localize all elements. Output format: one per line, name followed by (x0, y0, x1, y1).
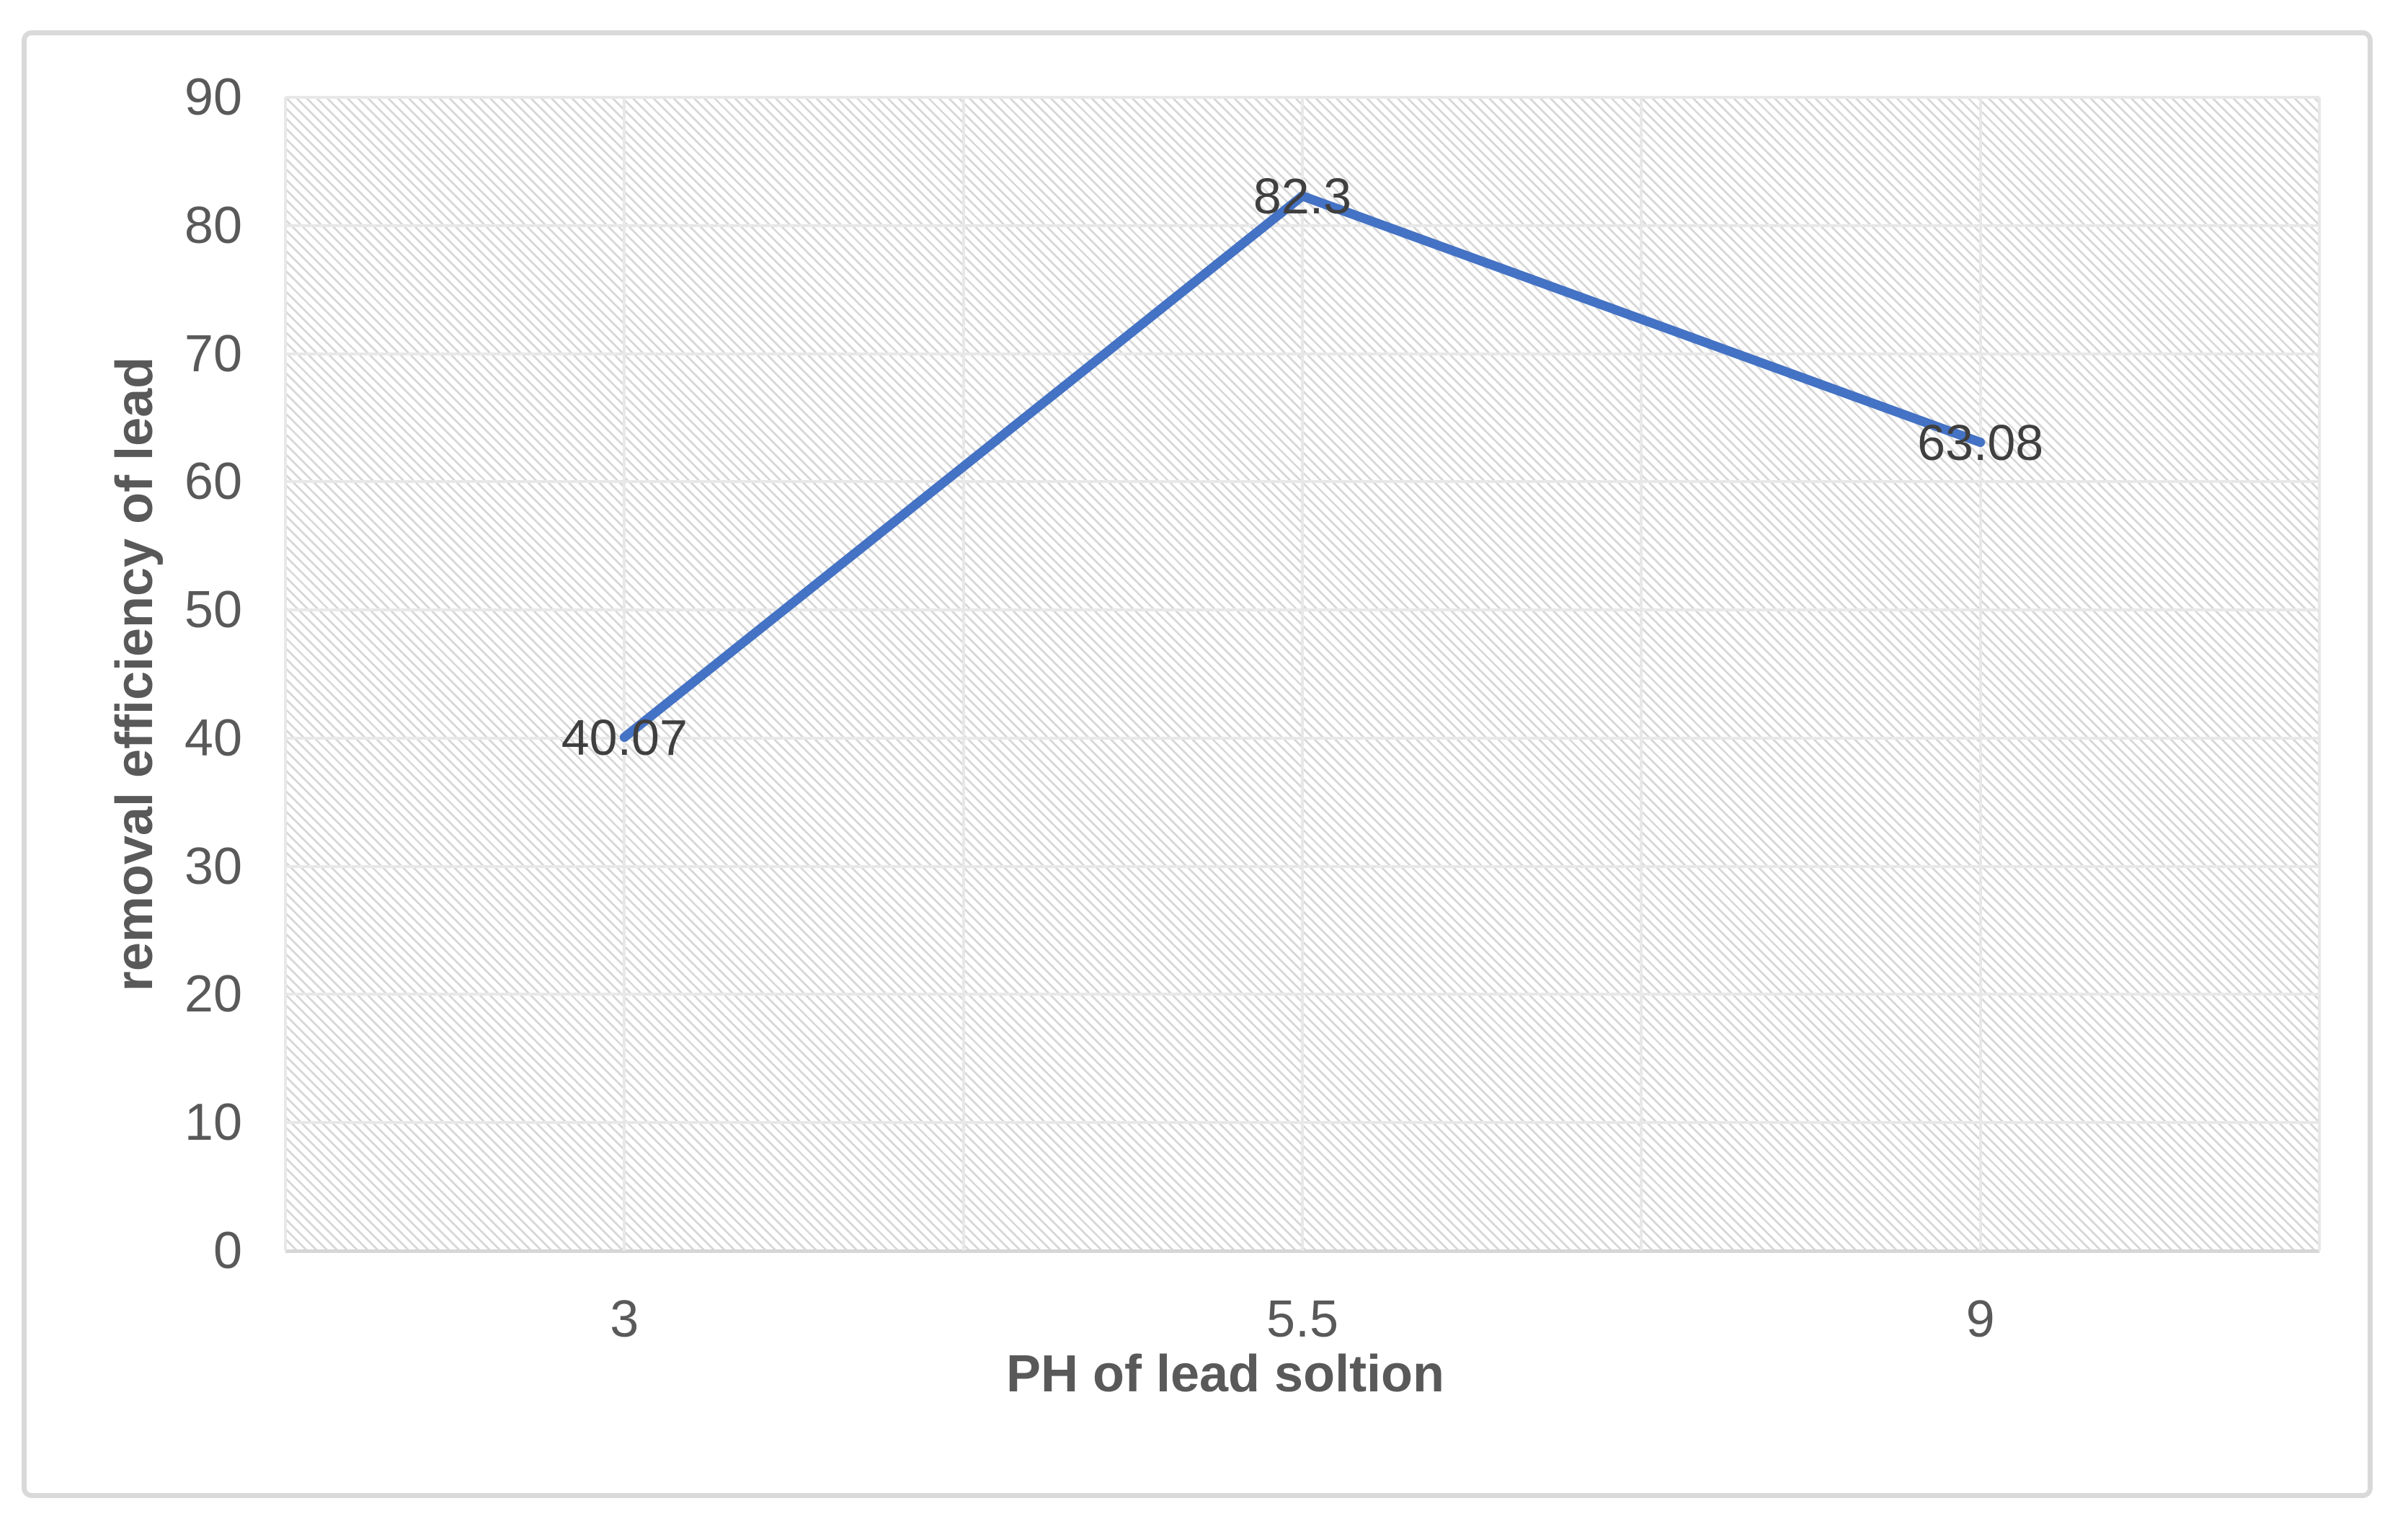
gridline-vertical (284, 97, 287, 1251)
gridline-vertical (623, 97, 626, 1251)
gridline-vertical (961, 97, 965, 1251)
x-tick-label: 9 (1965, 1290, 1995, 1348)
y-tick-label: 20 (184, 965, 242, 1024)
data-label: 63.08 (1917, 414, 2044, 471)
y-tick-label: 70 (184, 324, 242, 383)
gridline-vertical (2318, 97, 2321, 1251)
gridline-vertical (1978, 97, 1982, 1251)
data-label: 82.3 (1253, 167, 1352, 224)
x-axis-line (285, 1249, 2319, 1253)
y-tick-label: 0 (213, 1222, 242, 1280)
y-tick-label: 90 (184, 68, 242, 126)
line-series-lead (619, 191, 1986, 743)
y-tick-label: 80 (184, 196, 242, 254)
x-tick-label: 3 (610, 1290, 639, 1348)
x-axis-title: PH of lead soltion (1005, 1345, 1445, 1403)
x-tick-label: 5.5 (1266, 1290, 1339, 1348)
gridline-vertical (1640, 97, 1643, 1251)
y-axis-title: removal efficiency of lead (106, 356, 164, 992)
gridline-vertical (1301, 97, 1304, 1251)
data-label: 40.07 (561, 709, 688, 766)
y-tick-label: 50 (184, 581, 242, 639)
y-tick-label: 10 (184, 1094, 242, 1152)
series-line (619, 191, 1986, 743)
y-tick-label: 60 (184, 453, 242, 511)
y-tick-label: 40 (184, 709, 242, 767)
y-tick-label: 30 (184, 837, 242, 895)
